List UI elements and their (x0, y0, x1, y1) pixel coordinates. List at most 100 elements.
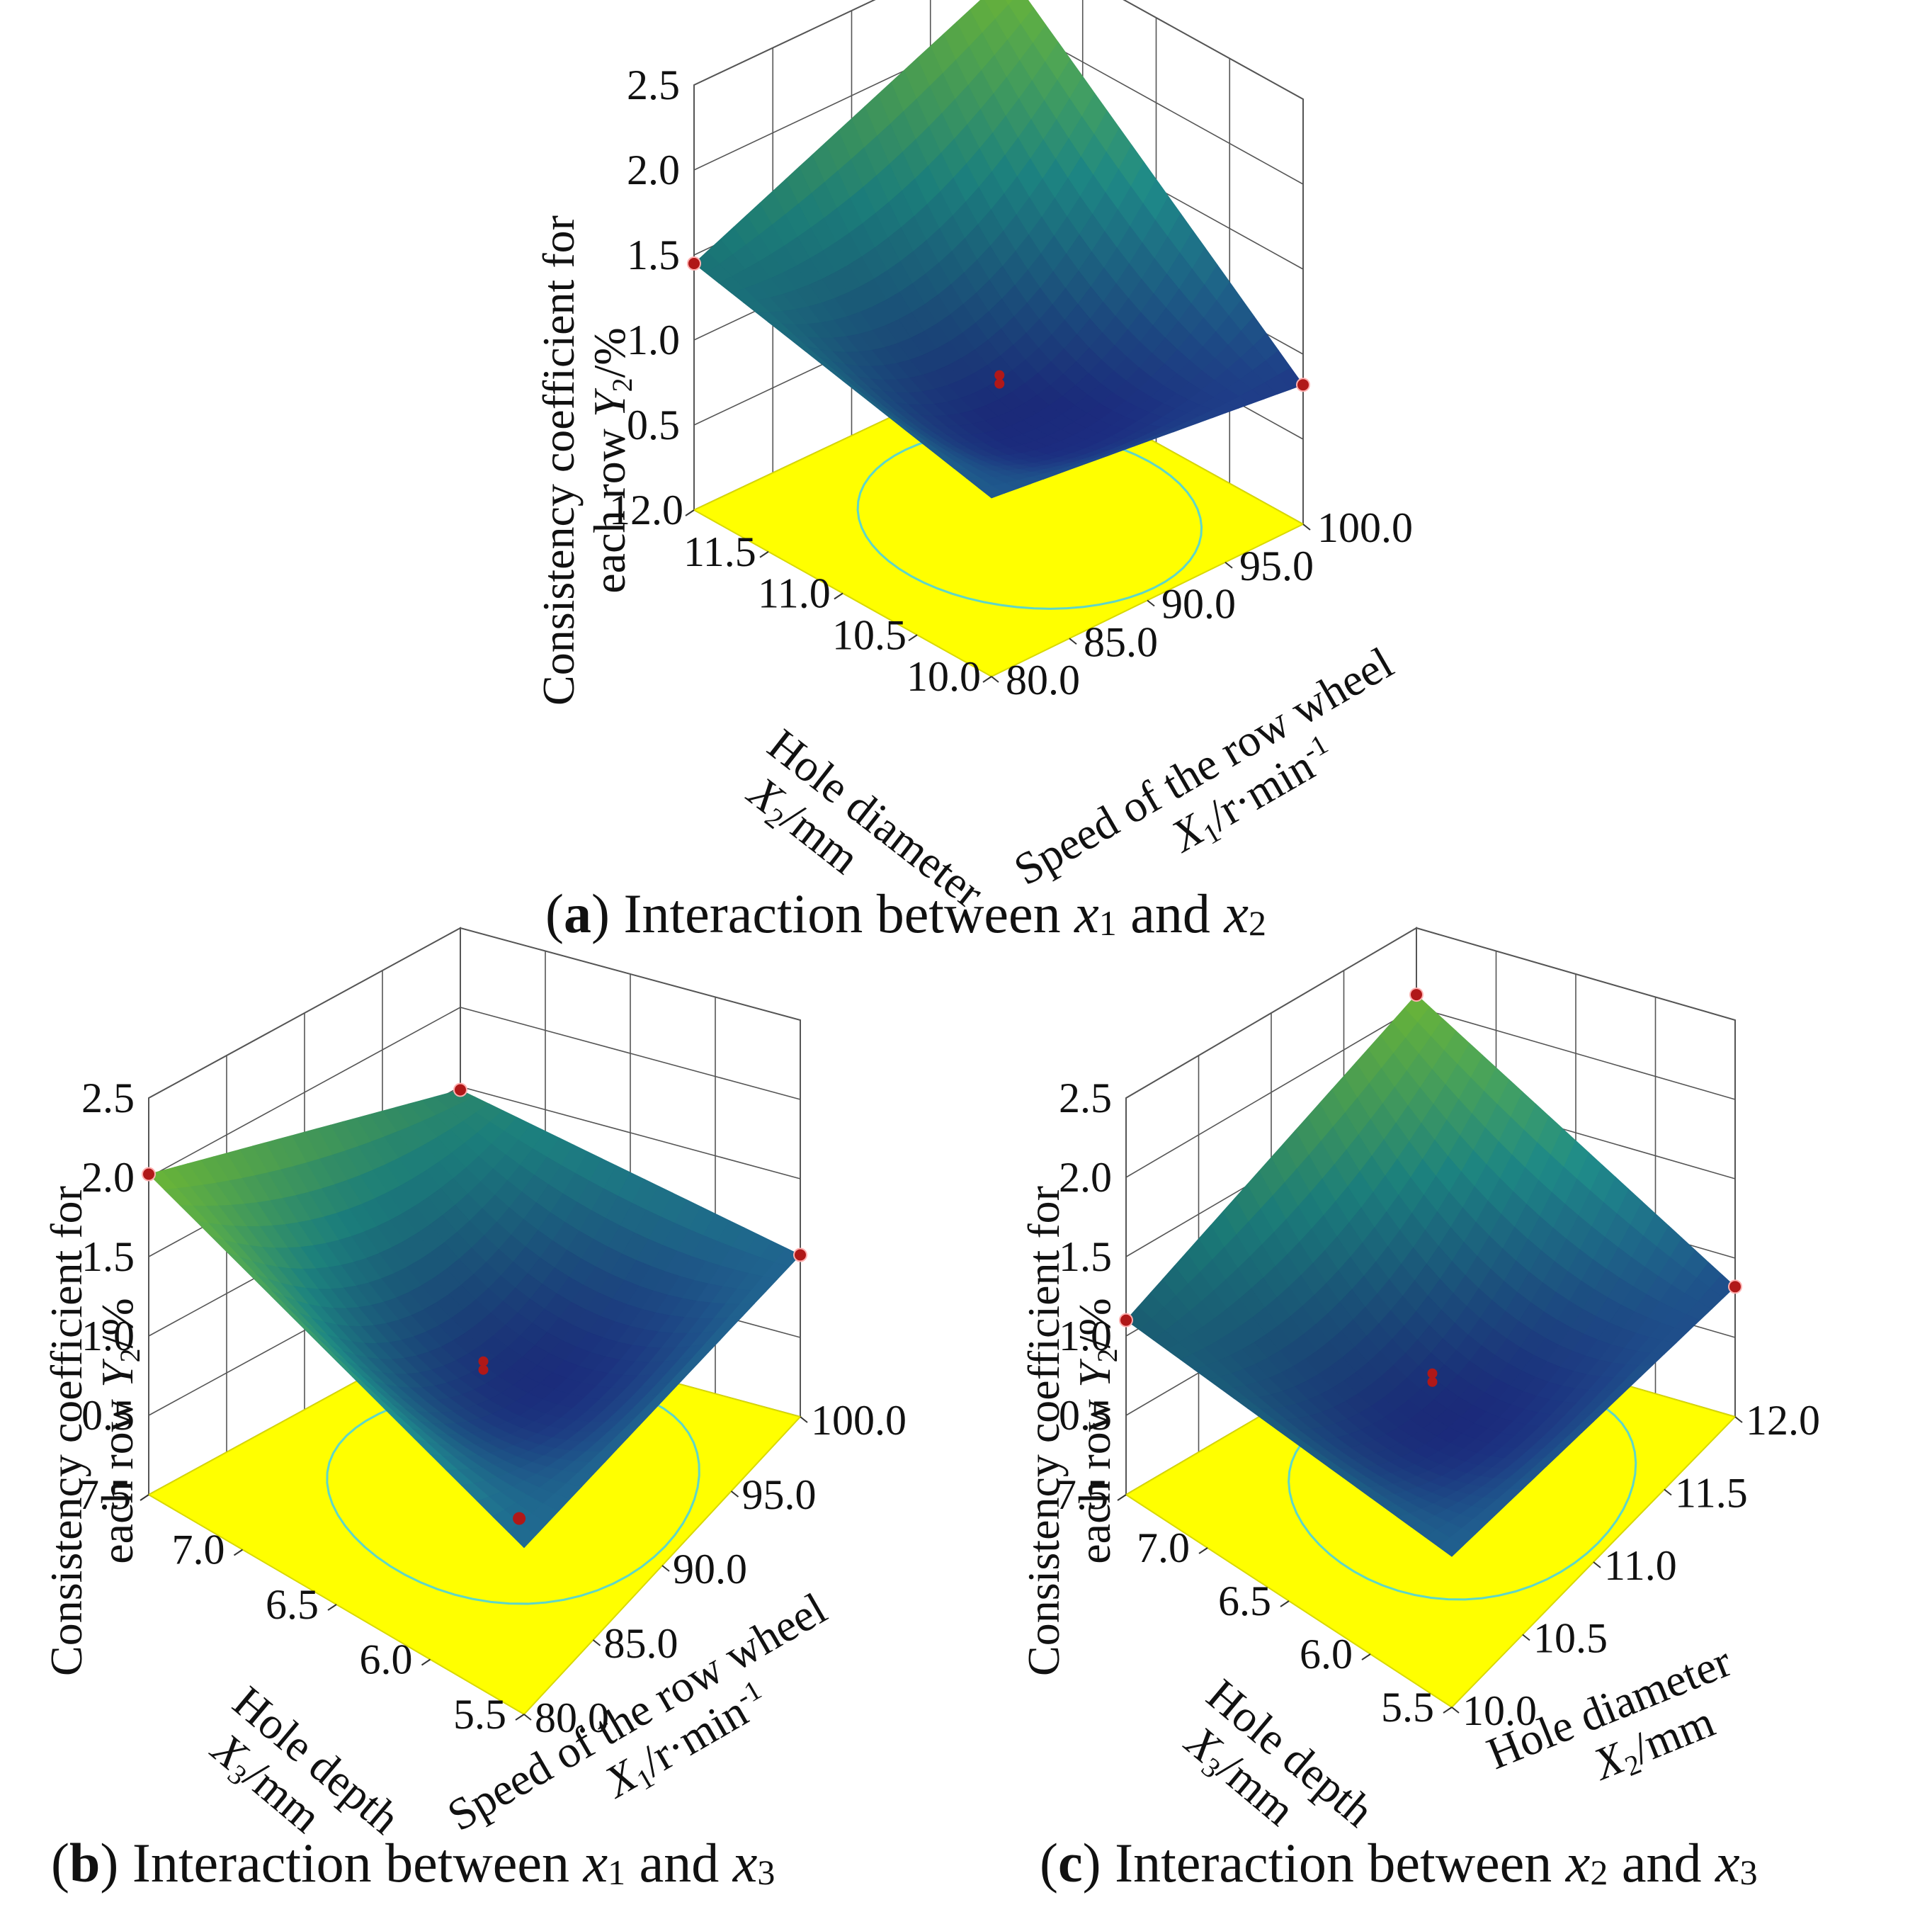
z-axis-label: Consistency coefficient for each row Y2/% (533, 215, 638, 706)
z-tick-label: 1.5 (1059, 1233, 1112, 1280)
left-axis-tickmark (982, 676, 992, 683)
response-surface (148, 1090, 801, 1549)
left-axis-tick-label: 10.5 (832, 611, 907, 658)
design-point-right (793, 1247, 807, 1262)
z-axis-label: Consistency coefficient for each row Y2/% (41, 1186, 146, 1676)
right-axis-tickmark (661, 1565, 670, 1572)
z-tick-label: 0.5 (627, 402, 680, 448)
left-axis-tickmark (1117, 1494, 1127, 1501)
z-axis-label-text: each row (584, 417, 635, 594)
left-axis-tickmark (1443, 1707, 1453, 1714)
right-axis-tick-label: 85.0 (604, 1620, 678, 1667)
panel-c: 0.5 1.0 1.5 2.0 2.5 7.5 7.0 6.5 6.0 5.5 10.0 10.5 11… (1018, 927, 1926, 1836)
design-point-back (1409, 988, 1424, 1002)
left-axis-tick-label: 6.5 (266, 1581, 319, 1628)
z-axis-sub: 2 (606, 378, 638, 392)
z-axis-label-line1: Consistency coefficient for (41, 1186, 91, 1676)
caption-c: (c) Interaction between x2 and x3 (1040, 1832, 1758, 1894)
z-tick-label: 1.0 (81, 1313, 135, 1359)
design-point-center (1427, 1368, 1438, 1379)
surface-facet (1438, 1537, 1465, 1557)
left-axis-tickmark (233, 1549, 244, 1556)
response-surface (693, 0, 1304, 499)
right-axis-tickmark (991, 676, 999, 683)
right-axis-tick-label: 90.0 (1161, 581, 1236, 628)
left-axis-tickmark (421, 1658, 431, 1666)
design-point-center (994, 378, 1005, 389)
right-axis-tick-label: 100.0 (1317, 504, 1413, 551)
right-axis-tickmark (523, 1714, 532, 1721)
left-axis-tickmark (685, 509, 695, 516)
right-axis-tickmark (1664, 1488, 1672, 1496)
left-axis-tickmark (140, 1494, 149, 1501)
right-axis-tick-label: 10.5 (1533, 1615, 1608, 1662)
panel-b: 0.5 1.0 1.5 2.0 2.5 7.5 7.0 6.5 6.0 5.5 80.0 85.0 90… (41, 927, 991, 1843)
z-axis-label: Consistency coefficient for each row Y2/% (1018, 1186, 1123, 1676)
z-axis-label-line2: each row Y2/% (1069, 1298, 1123, 1563)
z-tick-label: 0.5 (1059, 1392, 1112, 1439)
right-axis-tick-label: 90.0 (673, 1546, 747, 1592)
z-tick-label: 2.5 (81, 1075, 135, 1121)
z-tick-label: 2.5 (1059, 1075, 1112, 1121)
z-axis-label-line1: Consistency coefficient for (533, 215, 584, 706)
chart-b-plot: 0.5 1.0 1.5 2.0 2.5 7.5 7.0 6.5 6.0 5.5 80.0 85.0 90… (41, 927, 907, 1843)
right-axis-tick-label: 95.0 (742, 1471, 817, 1518)
left-axis-tickmark (515, 1714, 525, 1721)
left-axis-tickmark (1280, 1600, 1290, 1607)
right-axis-tick-label: 100.0 (811, 1397, 907, 1444)
z-axis-symbol: Y (584, 387, 635, 417)
right-axis-tick-label: 95.0 (1239, 543, 1314, 589)
right-axis-tick-label: 12.0 (1746, 1397, 1820, 1444)
z-axis-label-line1: Consistency coefficient for (1018, 1186, 1069, 1676)
design-point-left (687, 256, 701, 271)
z-tick-label: 1.5 (627, 232, 680, 278)
right-axis-tickmark (1069, 638, 1077, 645)
right-axis-tick-label: 11.5 (1675, 1470, 1748, 1517)
left-axis-tickmark (327, 1604, 337, 1611)
z-tick-label: 1.5 (81, 1233, 135, 1280)
right-axis-tick-label: 10.0 (1462, 1687, 1537, 1734)
z-axis-symbol: Y (92, 1358, 142, 1388)
design-point-back (453, 1082, 467, 1097)
caption-b: (b) Interaction between x1 and x3 (51, 1832, 775, 1894)
right-axis-tickmark (730, 1490, 739, 1498)
z-tick-label: 1.0 (627, 317, 680, 363)
z-axis-label-text: each row (92, 1388, 142, 1564)
chart-c-plot: 0.5 1.0 1.5 2.0 2.5 7.5 7.0 6.5 6.0 5.5 10.0 10.5 11… (1018, 927, 1820, 1836)
z-axis-unit: /% (584, 327, 635, 378)
left-axis-tick-label: 11.5 (683, 528, 756, 575)
z-tick-label: 2.0 (81, 1154, 135, 1201)
z-axis-sub: 2 (114, 1348, 146, 1362)
left-axis-tick-label: 5.5 (1381, 1684, 1434, 1731)
left-axis-tick-label: 5.5 (453, 1691, 506, 1738)
z-axis-unit: /% (1069, 1298, 1120, 1348)
surface-facet (1004, 0, 1013, 6)
design-point-right (1728, 1279, 1742, 1294)
z-tick-label: 0.5 (81, 1392, 135, 1439)
z-axis-label-text: each row (1069, 1388, 1120, 1564)
chart-a: 0.5 1.0 1.5 2.0 2.5 12.011.511.010.510.0 80.08… (533, 0, 1413, 917)
panel-a: 0.5 1.0 1.5 2.0 2.5 12.0 11.5 11.0 10.5 10.0 80.0 8… (453, 0, 1516, 917)
z-tick-label: 2.0 (1059, 1154, 1112, 1201)
design-point-center (994, 370, 1005, 380)
chart-c: 0.5 1.0 1.5 2.0 2.5 7.5 7.0 6.5 6.0 5.5 10.0 10.5 11… (1018, 927, 1820, 1836)
right-axis-tick-label: 80.0 (535, 1694, 609, 1741)
right-axis-tick-label: 80.0 (1006, 657, 1080, 703)
z-tick-label: 2.0 (627, 147, 680, 193)
z-tick-label: 2.5 (627, 62, 680, 108)
right-axis-tickmark (1224, 561, 1233, 569)
surface-facet (508, 1522, 536, 1549)
caption-a: (a) Interaction between x1 and x2 (545, 883, 1267, 944)
left-axis-tickmark (834, 592, 843, 600)
right-axis-tick-label: 11.0 (1604, 1542, 1677, 1589)
z-axis-symbol: Y (1069, 1358, 1120, 1388)
design-point-left (1119, 1313, 1133, 1328)
z-axis-sub: 2 (1091, 1348, 1123, 1362)
chart-b: 0.5 1.0 1.5 2.0 2.5 7.5 7.0 6.5 6.0 5.5 80.0 85.0 90… (41, 927, 907, 1843)
left-axis-tick-label: 7.5 (1055, 1471, 1108, 1518)
z-axis-unit: /% (92, 1298, 142, 1348)
left-axis-tick-label: 7.0 (1137, 1524, 1190, 1571)
right-axis-tickmark (1734, 1416, 1743, 1423)
right-axis-tickmark (1147, 599, 1155, 607)
